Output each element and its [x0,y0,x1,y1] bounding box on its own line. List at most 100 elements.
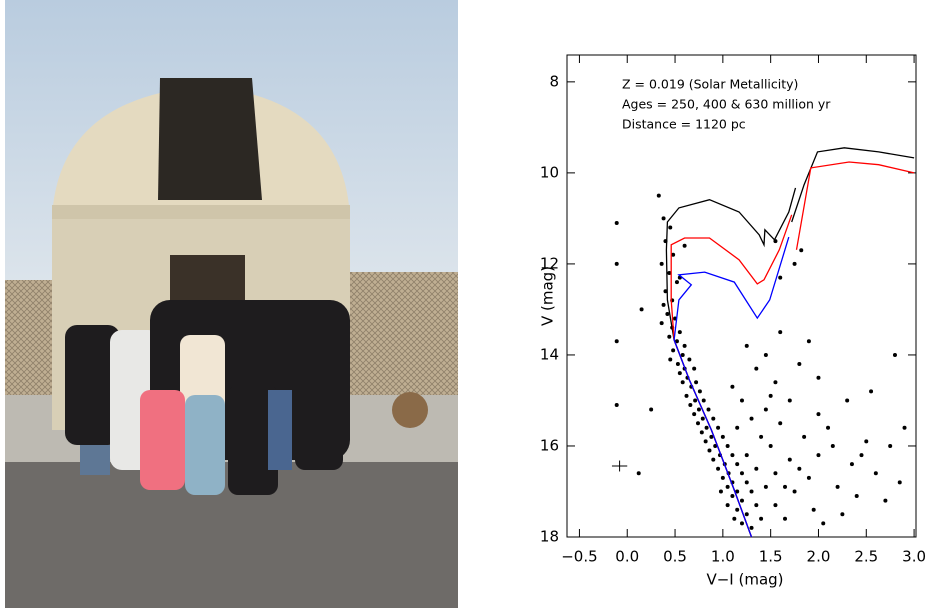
data-point [792,261,797,266]
data-point [688,403,693,408]
x-axis-label: V−I (mag) [706,571,783,589]
data-point [701,398,706,403]
data-point [614,261,619,266]
data-point [744,343,749,348]
data-point [869,389,874,394]
data-point [696,407,701,412]
data-point [821,521,826,526]
data-point [902,425,907,430]
slit [158,78,262,200]
data-point [749,416,754,421]
data-point [725,484,730,489]
data-point [816,412,821,417]
data-point [695,421,700,426]
data-point [802,434,807,439]
plot-frame [566,54,917,538]
data-point [763,407,768,412]
y-tick-label: 10 [540,163,559,181]
x-tick-label: 1.5 [759,548,783,566]
data-point [732,516,737,521]
data-point [684,393,689,398]
data-point [773,471,778,476]
data-point [703,439,708,444]
data-point [682,243,687,248]
data-point [692,366,697,371]
spool [392,392,428,428]
data-point [897,480,902,485]
data-point [739,498,744,503]
data-point [693,398,698,403]
data-point [759,516,764,521]
data-point [659,261,664,266]
data-point [739,398,744,403]
data-point [716,425,721,430]
data-point [797,466,802,471]
data-point [680,352,685,357]
data-point [668,357,673,362]
x-tick-label: 0.5 [663,548,687,566]
data-point [704,425,709,430]
data-point [711,416,716,421]
data-point [639,307,644,312]
data-point [720,434,725,439]
data-point [674,339,679,344]
data-point [778,275,783,280]
y-tick-label: 14 [540,345,559,363]
data-point [725,503,730,508]
data-point [806,475,811,480]
data-point [718,489,723,494]
data-point [811,507,816,512]
data-point [783,516,788,521]
data-point [649,407,654,412]
data-point [754,466,759,471]
y-tick-label: 18 [540,528,559,546]
photo [5,0,458,608]
y-tick-label: 8 [549,72,559,90]
data-point [892,352,897,357]
data-point [854,494,859,499]
dome-rim [52,205,350,219]
data-point [735,462,740,467]
data-point [840,512,845,517]
data-point [816,375,821,380]
data-point [699,430,704,435]
data-point [707,448,712,453]
data-point [835,484,840,489]
x-tick-label: 2.0 [807,548,831,566]
data-point [716,466,721,471]
data-point [778,330,783,335]
data-point [787,398,792,403]
x-tick-label: 3.0 [902,548,926,566]
data-point [754,503,759,508]
data-point [754,366,759,371]
data-point [674,280,679,285]
data-point [687,357,692,362]
data-point [661,302,666,307]
x-tick-label: 1.0 [711,548,735,566]
isochrone [673,236,790,538]
data-point [667,271,672,276]
data-point [744,453,749,458]
data-point [873,471,878,476]
data-point [675,362,680,367]
data-point [656,193,661,198]
data-point [806,339,811,344]
annotation: Ages = 250, 400 & 630 million yr [622,97,831,112]
data-point [759,434,764,439]
isochrone [665,147,915,538]
x-tick-label: 0.0 [615,548,639,566]
data-point [859,453,864,458]
y-tick-label: 12 [540,254,559,272]
door [170,255,245,305]
x-tick-label: −0.5 [561,548,597,566]
y-tick-label: 16 [540,436,559,454]
data-point [830,443,835,448]
data-point [763,352,768,357]
data-point [773,503,778,508]
data-point [700,416,705,421]
data-point [636,471,641,476]
data-point [744,480,749,485]
data-point [709,434,714,439]
data-point [864,439,869,444]
